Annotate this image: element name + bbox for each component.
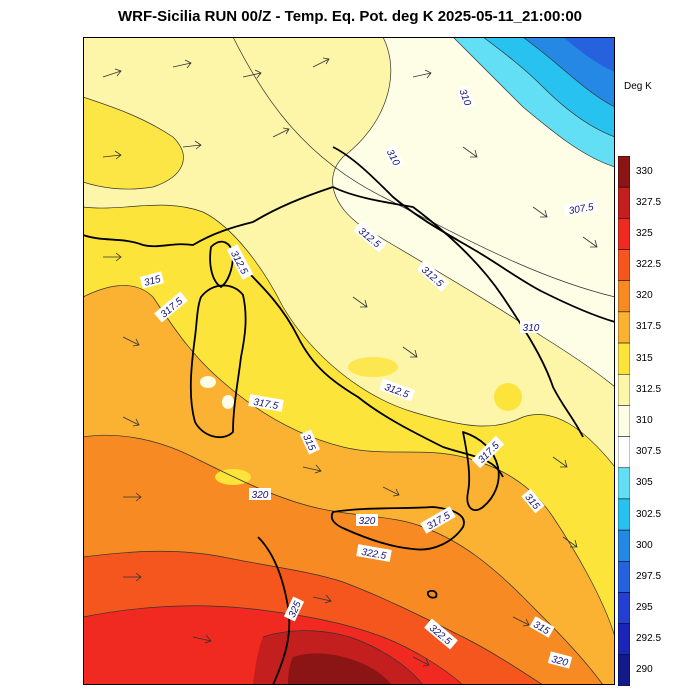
colorbar-label: 325 — [636, 227, 653, 239]
colorbar-label: 307.5 — [636, 446, 662, 458]
colorbar-label: 302.5 — [636, 508, 662, 520]
colorbar-swatch-327.5 — [618, 186, 630, 219]
colorbar-label: 315 — [636, 352, 653, 364]
map-frame — [83, 37, 615, 685]
colorbar-label: 312.5 — [636, 383, 662, 395]
colorbar-label: 327.5 — [636, 196, 662, 208]
colorbar-swatch-330 — [618, 156, 630, 188]
contour-labels: 310310307.5312.5312.5312.5315317.5310312… — [139, 84, 599, 669]
svg-text:320: 320 — [550, 654, 569, 669]
colorbar-label: 297.5 — [636, 570, 662, 582]
colorbar-label: 317.5 — [636, 321, 662, 333]
contour-label: 310 — [520, 321, 542, 334]
colorbar-swatch-322.5 — [618, 249, 630, 281]
blob-315 — [348, 357, 398, 377]
colorbar-swatch-307.5 — [618, 436, 630, 469]
contour-label: 315 — [139, 271, 165, 289]
band-315-north — [83, 97, 184, 190]
band-330 — [288, 653, 391, 685]
colorbar-swatch-317.5 — [618, 311, 630, 344]
colorbar-label: 292.5 — [636, 633, 662, 645]
contour-label: 320 — [547, 651, 573, 669]
coastlines — [83, 146, 615, 685]
colorbar-label: 322.5 — [636, 259, 662, 271]
svg-text:322.5: 322.5 — [360, 547, 387, 562]
colorbar-label: 295 — [636, 602, 653, 614]
svg-text:320: 320 — [252, 490, 269, 501]
svg-text:307.5: 307.5 — [568, 202, 595, 217]
map-title: WRF-Sicilia RUN 00/Z - Temp. Eq. Pot. de… — [117, 8, 583, 25]
colorbar-swatch-290 — [618, 654, 630, 686]
contour-lines — [83, 37, 615, 685]
wind-vectors — [102, 57, 598, 667]
contour-label: 320 — [356, 514, 378, 527]
colorbar-swatch-292.5 — [618, 623, 630, 656]
colorbar-swatch-325 — [618, 218, 630, 250]
colorbar — [618, 156, 630, 686]
colorbar-swatch-305 — [618, 467, 630, 500]
contour-label: 307.5 — [563, 199, 599, 217]
colorbar-swatch-302.5 — [618, 498, 630, 531]
colorbar-label: 290 — [636, 664, 653, 676]
colorbar-label: 305 — [636, 477, 653, 489]
colorbar-unit: Deg K — [624, 81, 652, 92]
colorbar-label: 330 — [636, 165, 653, 177]
colorbar-swatch-295 — [618, 592, 630, 624]
colorbar-swatch-297.5 — [618, 561, 630, 593]
colorbar-swatch-320 — [618, 280, 630, 313]
blob-calabria — [494, 383, 522, 411]
svg-text:320: 320 — [359, 516, 376, 527]
contour-label: 317.5 — [248, 394, 284, 412]
band-297 — [563, 37, 615, 72]
blob-cool — [200, 376, 216, 388]
colorbar-label: 320 — [636, 290, 653, 302]
colorbar-swatch-300 — [618, 529, 630, 562]
colorbar-label: 310 — [636, 415, 653, 426]
colorbar-label: 300 — [636, 539, 653, 551]
colorbar-swatch-310 — [618, 405, 630, 437]
colorbar-swatch-315 — [618, 342, 630, 375]
temperature-map: 310310307.5312.5312.5312.5315317.5310312… — [83, 37, 615, 685]
blob-cool-2 — [222, 395, 234, 409]
contour-label: 322.5 — [356, 544, 392, 562]
colorbar-swatch-312.5 — [618, 373, 630, 406]
svg-text:310: 310 — [523, 323, 540, 334]
contour-label: 320 — [249, 488, 271, 501]
svg-text:315: 315 — [143, 274, 162, 289]
svg-text:317.5: 317.5 — [252, 397, 279, 412]
